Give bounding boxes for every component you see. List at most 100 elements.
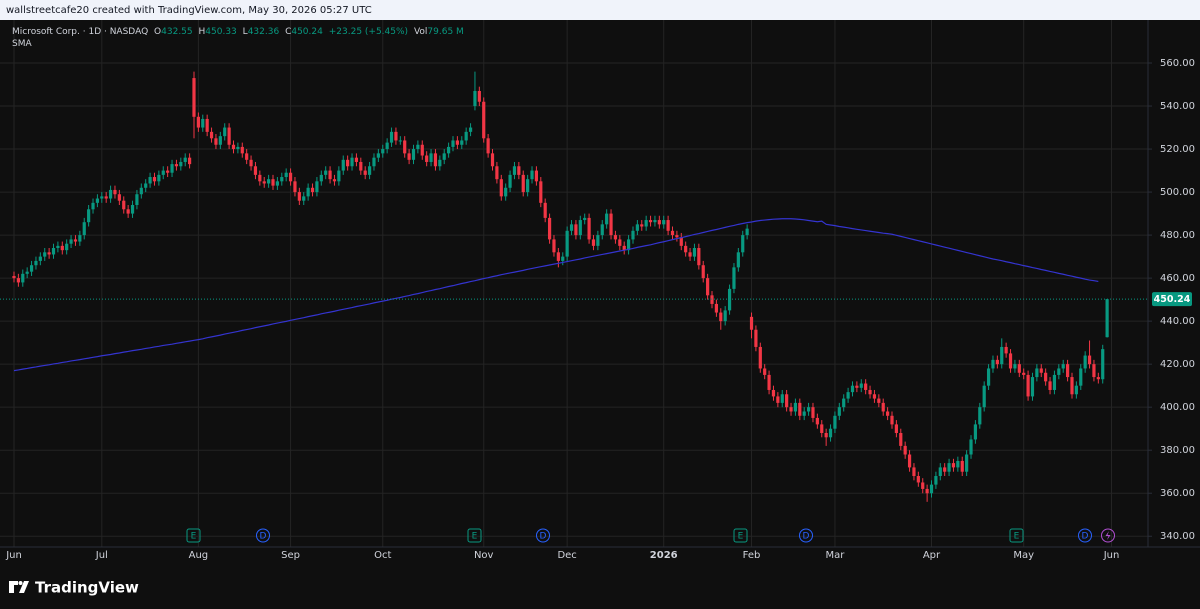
candle-body <box>929 484 934 494</box>
candle-body <box>34 260 38 266</box>
candle-body <box>864 383 868 390</box>
x-tick-label: May <box>1013 550 1034 561</box>
candle-body <box>174 164 179 167</box>
candle-body <box>662 220 666 225</box>
candle-body <box>530 170 534 180</box>
x-tick-label: Sep <box>281 550 300 561</box>
candle-body <box>670 230 675 236</box>
candle-body <box>209 131 214 139</box>
candle-body <box>205 118 209 132</box>
candle-body <box>69 239 73 244</box>
candle-body <box>732 267 736 289</box>
candle-body <box>806 407 811 412</box>
candle-body <box>78 235 82 242</box>
earnings-marker[interactable] <box>1009 528 1024 543</box>
candle-body <box>499 179 503 197</box>
candle-body <box>508 174 512 188</box>
y-tick-label: 520.00 <box>1160 144 1195 155</box>
candle-body <box>517 166 521 175</box>
volume-label: Vol <box>414 27 427 37</box>
candle-body <box>130 204 135 214</box>
candle-body <box>675 235 679 238</box>
candle-body <box>881 402 885 412</box>
candle-body <box>82 222 86 236</box>
x-tick-label: Jun <box>1103 550 1120 561</box>
candle-body <box>490 153 495 167</box>
candle-body <box>793 402 798 412</box>
candle-body <box>482 101 486 139</box>
candle-body <box>1061 364 1065 369</box>
candle-body <box>763 368 767 375</box>
candle-body <box>29 265 34 272</box>
x-tick-label: Jul <box>95 550 108 561</box>
dividend-marker[interactable] <box>1078 528 1092 543</box>
candle-body <box>526 179 530 193</box>
close-label: C <box>285 27 291 37</box>
candle-body <box>416 144 420 150</box>
event-label: D <box>1082 532 1089 542</box>
symbol: Microsoft Corp. · 1D · NASDAQ <box>12 27 148 37</box>
y-tick-label: 400.00 <box>1160 402 1195 413</box>
candle-body <box>398 140 402 142</box>
candle-body <box>429 153 433 162</box>
candle-body <box>802 411 806 416</box>
candle-body <box>293 181 297 193</box>
candle-body <box>692 248 697 257</box>
candle-body <box>372 157 376 167</box>
candle-body <box>943 467 947 472</box>
candle-body <box>947 463 951 472</box>
y-tick-label: 500.00 <box>1160 187 1195 198</box>
candle-body <box>144 183 148 188</box>
candle-body <box>916 476 920 483</box>
sma-line <box>13 218 1099 372</box>
candle-body <box>188 157 192 165</box>
x-tick-label: Oct <box>374 550 391 561</box>
x-tick-label: Nov <box>474 550 494 561</box>
candle-body <box>166 170 170 173</box>
candle-body <box>1030 377 1035 397</box>
y-tick-label: 420.00 <box>1160 359 1195 370</box>
dividend-marker[interactable] <box>256 528 270 543</box>
candle-body <box>227 127 231 145</box>
event-label: E <box>191 532 197 542</box>
event-markers: E D E D E D E D <box>186 528 1115 543</box>
candle-body <box>425 155 429 162</box>
x-tick-label: Mar <box>825 550 845 561</box>
event-label: D <box>803 532 810 542</box>
candle-body <box>451 140 455 147</box>
candle-body <box>925 488 929 494</box>
candle-body <box>622 245 626 251</box>
news-marker[interactable] <box>1101 528 1115 543</box>
candle-body <box>394 131 398 141</box>
candle-body <box>609 213 613 236</box>
candle-body <box>411 149 416 160</box>
candle-body <box>697 248 701 266</box>
last-price-tag <box>1152 292 1192 307</box>
x-tick-label: Apr <box>923 550 941 561</box>
dividend-marker[interactable] <box>536 528 550 543</box>
earnings-marker[interactable] <box>733 528 748 543</box>
candle-body <box>1052 374 1057 390</box>
candle-body <box>1092 364 1096 378</box>
grid <box>0 20 1148 547</box>
candle-body <box>556 252 560 261</box>
earnings-marker[interactable] <box>186 528 201 543</box>
candle-body <box>122 200 126 210</box>
candle-body <box>460 140 464 145</box>
candle-body <box>306 187 310 197</box>
earnings-marker[interactable] <box>467 528 482 543</box>
candles <box>12 71 1109 502</box>
candle-body <box>455 140 459 145</box>
dividend-marker[interactable] <box>799 528 813 543</box>
candle-body <box>600 224 604 236</box>
candle-body <box>346 159 350 167</box>
candle-body <box>385 142 389 150</box>
candle-body <box>653 220 657 223</box>
y-tick-label: 540.00 <box>1160 101 1195 112</box>
candle-body <box>438 159 442 167</box>
candle-body <box>771 389 776 397</box>
candle-body <box>986 368 991 386</box>
candle-body <box>1017 364 1021 373</box>
candle-body <box>495 166 499 180</box>
candle-body <box>245 153 249 160</box>
